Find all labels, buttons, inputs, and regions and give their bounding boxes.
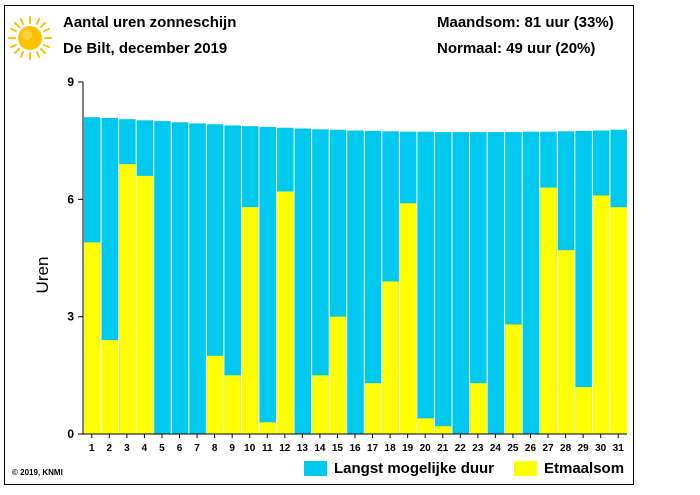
legend-label-max-duration: Langst mogelijke duur [334, 459, 495, 477]
stat-month-total: Maandsom: 81 uur (33%) [437, 14, 614, 31]
x-tick-label-19: 19 [402, 443, 414, 454]
bar-daily-sum-23 [470, 383, 487, 434]
bar-max-duration-13 [294, 128, 312, 435]
x-tick-label-5: 5 [159, 443, 165, 454]
stat-normal: Normaal: 49 uur (20%) [437, 40, 596, 57]
bar-daily-sum-20 [417, 418, 434, 434]
x-tick-label-17: 17 [367, 443, 379, 454]
bar-max-duration-5 [154, 121, 171, 435]
x-tick-label-29: 29 [578, 443, 590, 454]
x-tick-label-1: 1 [89, 443, 95, 454]
bar-daily-sum-4 [136, 175, 154, 434]
x-tick-label-13: 13 [297, 443, 309, 454]
legend-swatch-daily-sum [514, 460, 537, 476]
bar-max-duration-7 [189, 123, 206, 435]
x-tick-label-28: 28 [560, 443, 572, 454]
bar-max-duration-17 [364, 130, 382, 434]
legend-swatch-max-duration [304, 460, 327, 476]
x-tick-label-7: 7 [194, 443, 200, 454]
x-tick-label-22: 22 [455, 443, 467, 454]
bar-max-duration-29 [575, 130, 592, 434]
x-tick-label-2: 2 [107, 443, 113, 454]
bar-max-duration-22 [452, 132, 470, 434]
bar-daily-sum-27 [540, 187, 557, 434]
x-tick-label-9: 9 [229, 443, 235, 454]
y-tick-label-3: 3 [67, 310, 74, 324]
legend-item-max-duration: Langst mogelijke duur [304, 458, 494, 478]
x-tick-label-8: 8 [212, 443, 218, 454]
bar-daily-sum-17 [364, 383, 382, 434]
bar-daily-sum-1 [84, 242, 101, 434]
x-tick-label-30: 30 [595, 443, 607, 454]
bar-max-duration-6 [171, 122, 189, 434]
x-tick-label-11: 11 [262, 443, 273, 454]
sun-icon [8, 16, 52, 60]
x-tick-label-27: 27 [542, 443, 554, 454]
bar-daily-sum-8 [206, 355, 224, 434]
x-tick-label-10: 10 [244, 443, 256, 454]
bar-daily-sum-30 [592, 195, 610, 434]
x-tick-label-16: 16 [349, 443, 361, 454]
bar-daily-sum-25 [505, 324, 522, 434]
x-tick-label-15: 15 [332, 443, 344, 454]
x-tick-label-23: 23 [472, 443, 484, 454]
bar-daily-sum-3 [119, 164, 136, 434]
bar-daily-sum-2 [101, 340, 119, 434]
bar-max-duration-14 [312, 129, 329, 434]
x-tick-label-4: 4 [142, 443, 148, 454]
bar-daily-sum-9 [224, 375, 241, 434]
bar-daily-sum-19 [399, 203, 417, 434]
x-tick-label-31: 31 [613, 443, 625, 454]
bar-daily-sum-31 [610, 207, 627, 434]
bar-daily-sum-18 [382, 281, 399, 434]
bar-max-duration-9 [224, 125, 241, 434]
bar-max-duration-26 [522, 131, 540, 435]
x-tick-label-24: 24 [490, 443, 502, 454]
bar-daily-sum-11 [259, 422, 277, 434]
x-tick-label-20: 20 [420, 443, 432, 454]
x-tick-label-14: 14 [314, 443, 326, 454]
x-tick-label-6: 6 [177, 443, 183, 454]
bar-max-duration-23 [470, 132, 487, 434]
bar-daily-sum-15 [329, 316, 347, 434]
bar-max-duration-16 [347, 130, 364, 434]
y-tick-label-6: 6 [67, 192, 74, 206]
chart-subtitle: De Bilt, december 2019 [63, 40, 228, 57]
bar-daily-sum-12 [277, 191, 294, 434]
chart-title: Aantal uren zonneschijn [63, 14, 237, 31]
bar-daily-sum-28 [557, 250, 575, 434]
bar-daily-sum-21 [434, 426, 452, 434]
y-tick-label-9: 9 [67, 75, 74, 89]
x-tick-label-25: 25 [507, 443, 519, 454]
bar-max-duration-11 [259, 126, 277, 434]
x-tick-label-18: 18 [385, 443, 397, 454]
legend-item-daily-sum: Etmaalsom [514, 458, 624, 478]
x-tick-label-26: 26 [525, 443, 537, 454]
x-tick-label-21: 21 [437, 443, 449, 454]
copyright: © 2019, KNMI [12, 468, 63, 477]
bar-max-duration-20 [417, 131, 434, 435]
x-tick-label-3: 3 [124, 443, 130, 454]
bar-daily-sum-29 [575, 387, 592, 434]
x-tick-label-12: 12 [279, 443, 291, 454]
bar-daily-sum-10 [241, 207, 259, 434]
y-tick-label-0: 0 [67, 427, 74, 441]
bar-max-duration-24 [487, 132, 505, 434]
legend-label-daily-sum: Etmaalsom [544, 459, 625, 477]
bar-max-duration-21 [434, 132, 452, 434]
bar-daily-sum-14 [312, 375, 329, 434]
